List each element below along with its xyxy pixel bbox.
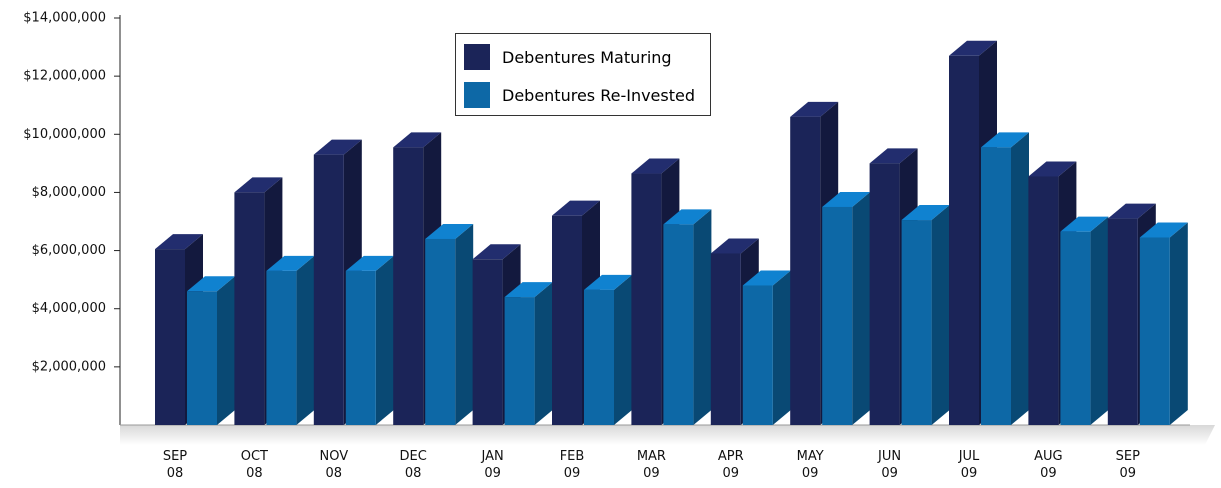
bar (472, 259, 503, 425)
bar-top (187, 276, 235, 292)
bar (949, 55, 979, 426)
bar-top (742, 270, 791, 286)
y-tick-label: $14,000,000 (23, 11, 106, 26)
bar-top (552, 200, 600, 216)
floor (120, 425, 1215, 445)
bar-top (313, 139, 362, 155)
bar-top (584, 274, 632, 290)
bar (345, 270, 376, 425)
bar (1028, 176, 1059, 425)
bar (313, 154, 344, 425)
bar-side (931, 205, 950, 425)
x-tick-label: MAR 09 (636, 449, 666, 481)
bar-side (217, 276, 235, 425)
bar-top (266, 255, 315, 271)
y-tick-label: $8,000,000 (32, 185, 106, 200)
y-tick-label: $2,000,000 (32, 359, 106, 374)
legend: Debentures Maturing Debentures Re-Invest… (455, 33, 711, 116)
x-tick-label: FEB 09 (559, 449, 585, 481)
bar-top (1139, 222, 1188, 238)
bar-side (772, 270, 791, 425)
bar-top (155, 234, 203, 250)
bar-top (869, 148, 918, 164)
bar (710, 253, 741, 425)
bar (822, 206, 853, 425)
x-tick-label: JAN 09 (481, 449, 504, 481)
bar (1060, 231, 1091, 425)
bar-top (981, 132, 1029, 148)
legend-swatch (464, 44, 490, 70)
bar (1139, 237, 1170, 425)
x-tick-label: AUG 09 (1034, 449, 1063, 481)
x-tick-label: SEP 09 (1115, 449, 1140, 481)
x-tick-label: MAY 09 (796, 449, 824, 481)
bar (663, 224, 694, 425)
bar-top (234, 177, 283, 193)
legend-label: Debentures Maturing (502, 47, 672, 67)
bar (155, 249, 185, 425)
bar-side (852, 191, 871, 425)
bar-top (425, 223, 474, 239)
bar-top (1028, 161, 1077, 177)
bar (584, 289, 614, 425)
bar-side (1090, 216, 1109, 425)
bar (631, 173, 662, 425)
legend-item: Debentures Maturing (464, 44, 672, 70)
bar-top (901, 205, 950, 221)
x-tick-label: APR 09 (717, 449, 744, 481)
bar-top (663, 209, 712, 225)
x-tick-label: JUN 09 (878, 449, 902, 481)
bar-top (1107, 203, 1156, 219)
x-tick-label: JUL 09 (958, 449, 980, 481)
bar (1107, 218, 1138, 425)
legend-label: Debentures Re-Invested (502, 85, 696, 105)
bar (234, 192, 265, 425)
bar (790, 116, 821, 425)
bar (187, 291, 217, 425)
bar-side (614, 274, 632, 425)
bar-side (455, 223, 474, 425)
bar-top (710, 238, 759, 254)
bar-side (693, 209, 712, 425)
bar (742, 285, 773, 425)
bar-side (534, 282, 553, 425)
bar-side (375, 255, 394, 425)
bar (504, 297, 535, 425)
bar (981, 147, 1011, 425)
bar (869, 163, 900, 425)
bar (266, 270, 297, 425)
y-tick-label: $4,000,000 (32, 301, 106, 316)
bar-top (949, 40, 997, 56)
legend-item: Debentures Re-Invested (464, 82, 695, 108)
y-tick-label: $6,000,000 (32, 243, 106, 258)
bar (393, 147, 424, 425)
bar-side (1011, 132, 1029, 425)
x-tick-label: DEC 08 (399, 449, 427, 481)
x-tick-label: NOV 08 (319, 449, 349, 481)
x-tick-label: OCT 08 (240, 449, 269, 481)
bar (552, 215, 582, 425)
bar (425, 238, 456, 425)
bar-top (345, 255, 394, 271)
bar-top (631, 158, 680, 174)
bar-top (790, 101, 839, 117)
bar-top (393, 132, 442, 148)
bar (901, 220, 932, 425)
y-tick-label: $10,000,000 (23, 127, 106, 142)
bar-top (822, 191, 871, 207)
y-tick-label: $12,000,000 (23, 69, 106, 84)
bar-side (296, 255, 315, 425)
bar-top (504, 282, 553, 298)
x-tick-label: SEP 08 (162, 449, 188, 481)
legend-swatch (464, 82, 490, 108)
bar-top (472, 244, 521, 260)
bar-side (1169, 222, 1188, 425)
bar-top (1060, 216, 1109, 232)
